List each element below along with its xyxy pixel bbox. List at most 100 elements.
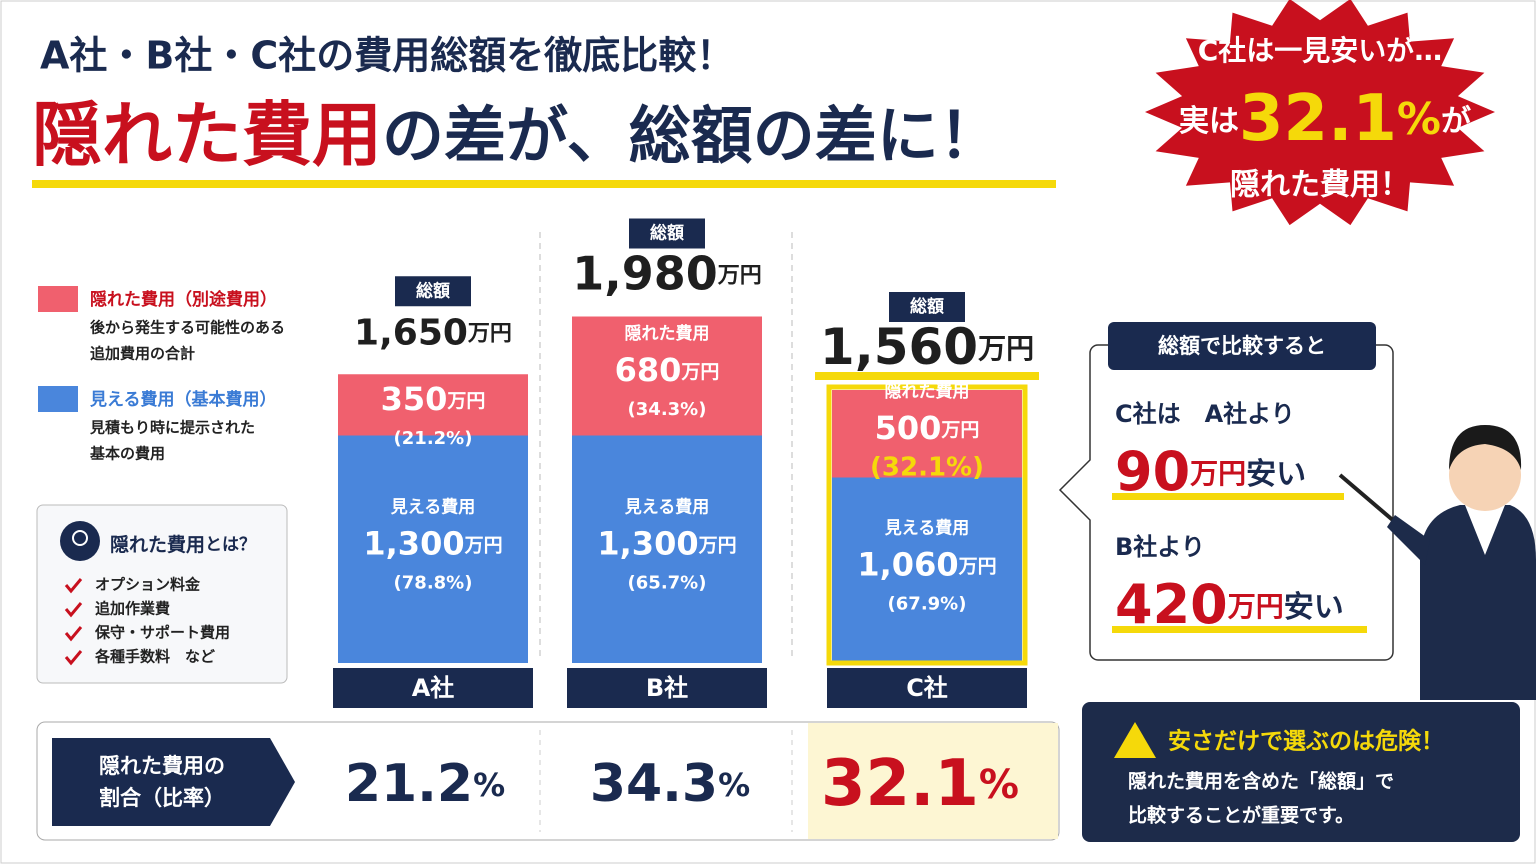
legend-note: 見積もり時に提示された xyxy=(89,419,255,437)
legend-note: 追加費用の合計 xyxy=(90,345,195,363)
ratio-value: 32.1% xyxy=(821,747,1019,821)
total-caption-box xyxy=(889,292,965,322)
info-item: オプション料金 xyxy=(95,576,201,594)
total-value: 1,980万円 xyxy=(572,246,762,300)
segment-value-part: 680 xyxy=(615,351,682,389)
warning-icon xyxy=(1114,722,1156,758)
total-underline xyxy=(815,372,1039,380)
burst-line2-part: が xyxy=(1441,104,1471,139)
legend-label: 見える費用（基本費用） xyxy=(89,389,277,410)
title: A社・B社・C社の費用総額を徹底比較！ xyxy=(40,34,734,78)
callout-amount-part: 万円 xyxy=(1190,457,1246,490)
total-caption: 総額 xyxy=(910,296,944,317)
segment-name: 見える費用 xyxy=(884,517,970,538)
ratio-value-part: % xyxy=(473,766,505,804)
callout-lead: C社は A社より xyxy=(1115,400,1295,428)
segment-name: 見える費用 xyxy=(390,496,476,517)
burst-line2-part: 32.1 xyxy=(1239,82,1397,156)
headline: 隠れた費用の差が、総額の差に！ xyxy=(32,94,1001,176)
callout-amount: 90万円安い xyxy=(1115,440,1306,503)
ratio-label: 割合（比率） xyxy=(99,786,225,810)
ratio-value: 21.2% xyxy=(345,754,505,814)
info-title-part: とは？ xyxy=(205,535,256,555)
person-shirt xyxy=(1465,505,1505,555)
ratio-value-part: % xyxy=(979,762,1019,808)
ratio-label-box xyxy=(52,738,295,826)
total-value-part: 万円 xyxy=(978,332,1034,365)
segment-share: (67.9%) xyxy=(888,593,967,614)
info-title: 隠れた費用とは？ xyxy=(110,533,256,556)
segment-value: 1,300万円 xyxy=(363,524,502,562)
callout-title: 総額で比較すると xyxy=(1158,334,1326,358)
callout-amount: 420万円安い xyxy=(1115,573,1344,636)
ratio-value-part: 21.2 xyxy=(345,754,473,814)
segment-name: 隠れた費用 xyxy=(885,381,970,402)
segment-value-part: 万円 xyxy=(940,418,979,440)
total-value-part: 万円 xyxy=(467,321,512,346)
legend-label: 隠れた費用（別途費用） xyxy=(90,289,277,310)
category-label: B社 xyxy=(646,674,688,702)
segment-value-part: 万円 xyxy=(680,361,719,383)
legend-note: 後から発生する可能性のある xyxy=(89,319,285,337)
bar-segment xyxy=(572,316,762,436)
check xyxy=(64,650,83,666)
bar-segment xyxy=(572,435,762,663)
callout-title-box xyxy=(1108,322,1376,370)
legend-swatch xyxy=(38,386,78,412)
segment-share: (65.7%) xyxy=(628,572,707,593)
check xyxy=(64,602,83,618)
segment-name: 隠れた費用 xyxy=(391,352,476,373)
burst-line3: 隠れた費用！ xyxy=(1230,168,1410,203)
bar-segment xyxy=(832,390,1022,478)
legend-note: 基本の費用 xyxy=(89,445,165,463)
callout-amount-part: 万円 xyxy=(1228,590,1284,623)
ratio-value-part: 34.3 xyxy=(590,754,718,814)
burst-line2-part: 実は xyxy=(1179,104,1239,139)
total-caption: 総額 xyxy=(650,223,684,244)
warning-line: 隠れた費用を含めた「総額」で xyxy=(1128,770,1394,793)
total-value: 1,560万円 xyxy=(820,318,1034,376)
segment-value-part: 万円 xyxy=(464,534,503,556)
info-item: 保守・サポート費用 xyxy=(94,624,230,642)
category-box xyxy=(827,668,1027,708)
segment-value-part: 万円 xyxy=(698,534,737,556)
category-box xyxy=(333,668,533,708)
bar-segment xyxy=(338,374,528,436)
segment-value-part: 万円 xyxy=(446,389,485,411)
bar-segment xyxy=(832,477,1022,663)
bar-segment xyxy=(338,435,528,663)
callout-amount-part: 420 xyxy=(1115,573,1228,636)
warning-line: 比較することが重要です。 xyxy=(1128,804,1354,827)
segment-value-part: 500 xyxy=(875,409,942,447)
headline-part: の差が、総額の差に！ xyxy=(382,99,1001,172)
legend-swatch xyxy=(38,286,78,312)
category-label: A社 xyxy=(412,674,455,702)
segment-value-part: 1,300 xyxy=(363,524,464,562)
check xyxy=(64,626,83,642)
info-bulb xyxy=(72,530,88,546)
title-underline xyxy=(32,180,1056,188)
info-title-part: 隠れた費用 xyxy=(110,533,205,556)
category-box xyxy=(567,668,767,708)
warning-box xyxy=(1082,702,1520,842)
bar-highlight xyxy=(826,384,1028,666)
segment-value: 350万円 xyxy=(381,380,486,418)
person-head xyxy=(1449,439,1521,511)
person-arm xyxy=(1387,515,1430,565)
callout-amount-part: 90 xyxy=(1115,440,1190,503)
total-caption-box xyxy=(395,276,471,307)
info-icon xyxy=(60,521,100,561)
warning-title: 安さだけで選ぶのは危険！ xyxy=(1168,728,1444,755)
segment-value: 1,300万円 xyxy=(597,524,736,562)
total-value-part: 1,560 xyxy=(820,318,978,376)
segment-value: 680万円 xyxy=(615,351,720,389)
ratio-highlight xyxy=(808,723,1058,839)
check xyxy=(64,578,83,594)
segment-value: 1,060万円 xyxy=(857,545,996,583)
segment-value-part: 万円 xyxy=(958,555,997,577)
burst-line2-part: % xyxy=(1397,94,1441,145)
segment-share: (78.8%) xyxy=(394,572,473,593)
ratio-value-part: % xyxy=(718,766,750,804)
total-caption: 総額 xyxy=(416,280,450,301)
segment-value-part: 1,060 xyxy=(857,545,958,583)
